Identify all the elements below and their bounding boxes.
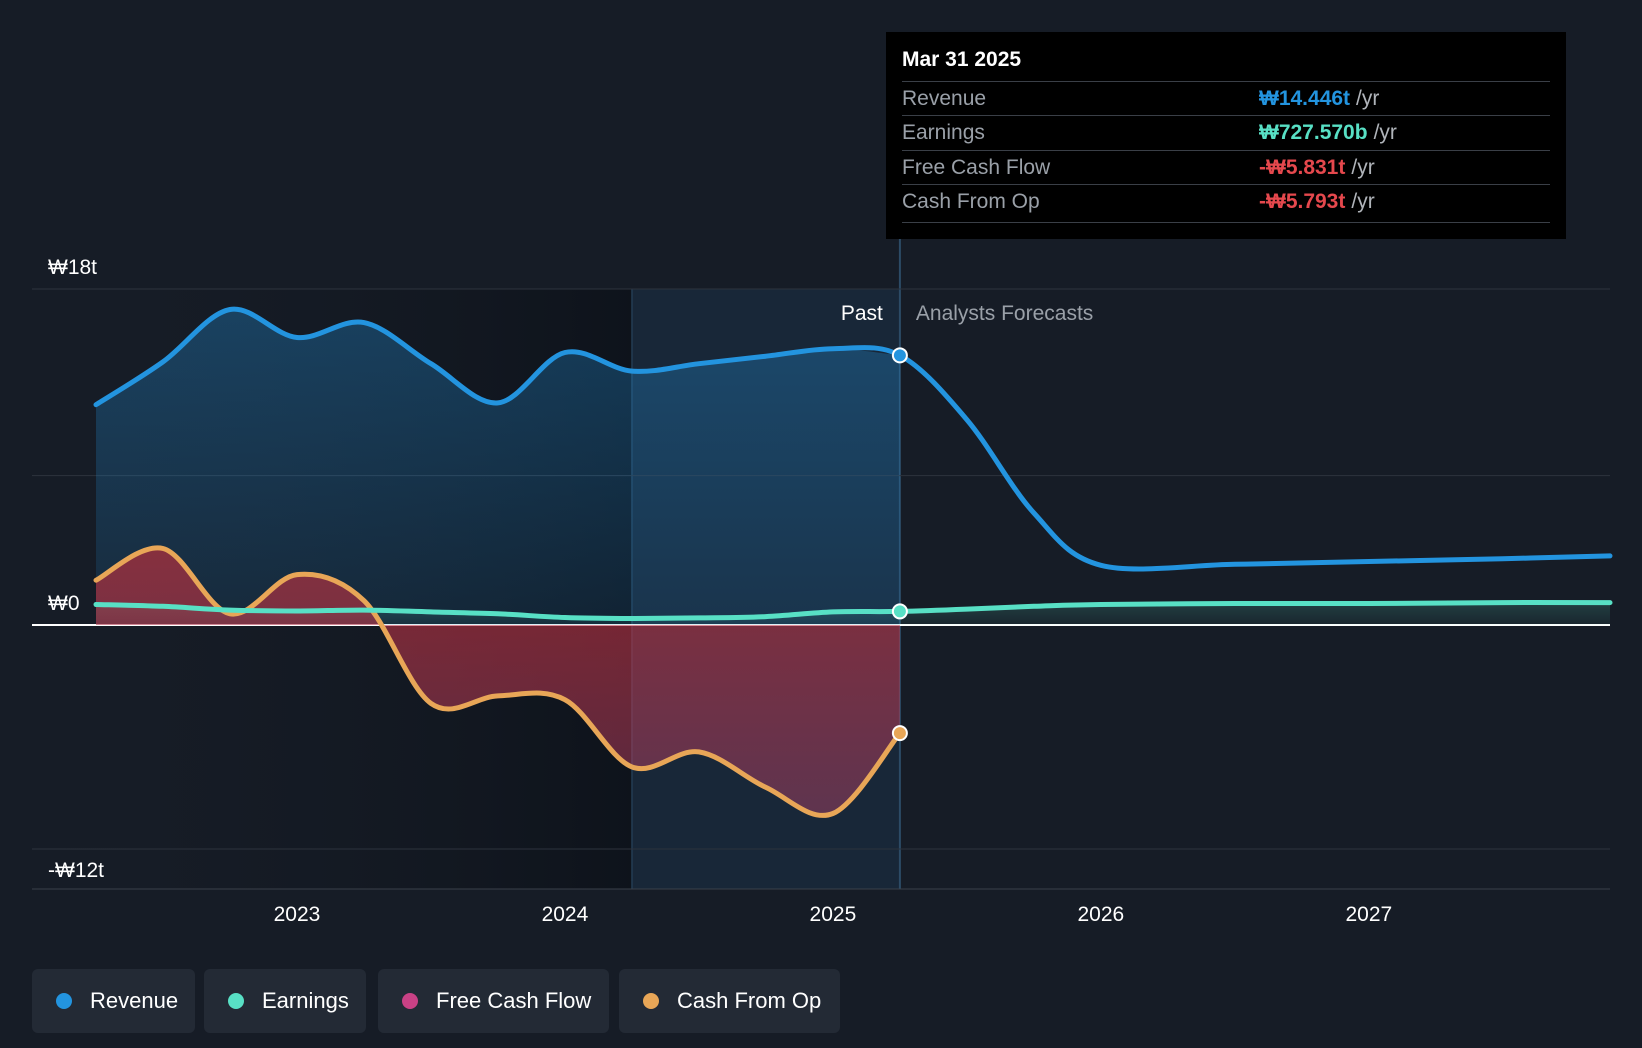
tooltip-unit: /yr bbox=[1351, 190, 1375, 213]
x-tick-label: 2027 bbox=[1345, 903, 1392, 926]
x-tick-label: 2024 bbox=[542, 903, 589, 926]
tooltip-value: -₩5.831t bbox=[1259, 156, 1346, 179]
tooltip-label: Cash From Op bbox=[902, 190, 1040, 213]
chart-area: ₩18t ₩0 -₩12t 2023 2024 2025 2026 2027 Past Analy… bbox=[32, 239, 1613, 926]
past-label: Past bbox=[841, 302, 883, 325]
free-cash-flow-dot-icon bbox=[402, 993, 418, 1009]
earnings-forecast-area bbox=[899, 602, 1610, 625]
y-tick-label: -₩12t bbox=[48, 859, 104, 882]
legend-item-free-cash-flow[interactable]: Free Cash Flow bbox=[378, 969, 609, 1033]
tooltip-row-revenue: Revenue ₩14.446t/yr bbox=[902, 81, 1550, 116]
tooltip-unit: /yr bbox=[1351, 156, 1375, 179]
x-tick-label: 2025 bbox=[810, 903, 857, 926]
tooltip-row-free-cash-flow: Free Cash Flow -₩5.831t/yr bbox=[902, 150, 1550, 185]
legend-item-earnings[interactable]: Earnings bbox=[204, 969, 366, 1033]
revenue-line bbox=[93, 306, 1613, 572]
earnings-line bbox=[93, 600, 1613, 621]
y-tick-label: ₩0 bbox=[48, 592, 80, 615]
legend-label: Earnings bbox=[262, 988, 349, 1013]
tooltip-unit: /yr bbox=[1356, 87, 1380, 110]
tooltip-row-earnings: Earnings ₩727.570b/yr bbox=[902, 115, 1550, 150]
legend-label: Revenue bbox=[90, 988, 179, 1013]
legend-item-cash-from-op[interactable]: Cash From Op bbox=[619, 969, 840, 1033]
revenue-area bbox=[96, 309, 900, 625]
legend-item-revenue[interactable]: Revenue bbox=[32, 969, 195, 1033]
forecast-label: Analysts Forecasts bbox=[916, 302, 1093, 325]
tooltip-unit: /yr bbox=[1373, 121, 1397, 144]
tooltip-row-cash-from-op: Cash From Op -₩5.793t/yr bbox=[902, 184, 1550, 219]
legend-label: Cash From Op bbox=[677, 988, 822, 1013]
cash-from-op-dot-icon bbox=[643, 993, 659, 1009]
cash-from-op-line bbox=[93, 545, 903, 818]
tooltip-date: Mar 31 2025 bbox=[902, 48, 1022, 71]
legend-label: Free Cash Flow bbox=[436, 988, 592, 1013]
cash-from-op-marker bbox=[891, 725, 908, 742]
tooltip-label: Free Cash Flow bbox=[902, 156, 1051, 179]
tooltip-divider bbox=[902, 222, 1550, 223]
revenue-dot-icon bbox=[56, 993, 72, 1009]
tooltip-value: -₩5.793t bbox=[1259, 190, 1346, 213]
x-tick-label: 2023 bbox=[274, 903, 321, 926]
tooltip-value: ₩727.570b bbox=[1259, 121, 1368, 144]
earnings-marker bbox=[891, 603, 908, 620]
tooltip-label: Earnings bbox=[902, 121, 985, 144]
tooltip-value: ₩14.446t bbox=[1259, 87, 1351, 110]
y-tick-label: ₩18t bbox=[48, 256, 97, 279]
tooltip: Mar 31 2025 Revenue ₩14.446t/yr Earnings… bbox=[886, 32, 1566, 239]
earnings-dot-icon bbox=[228, 993, 244, 1009]
x-tick-label: 2026 bbox=[1078, 903, 1125, 926]
tooltip-label: Revenue bbox=[902, 87, 987, 110]
revenue-marker bbox=[891, 347, 908, 364]
